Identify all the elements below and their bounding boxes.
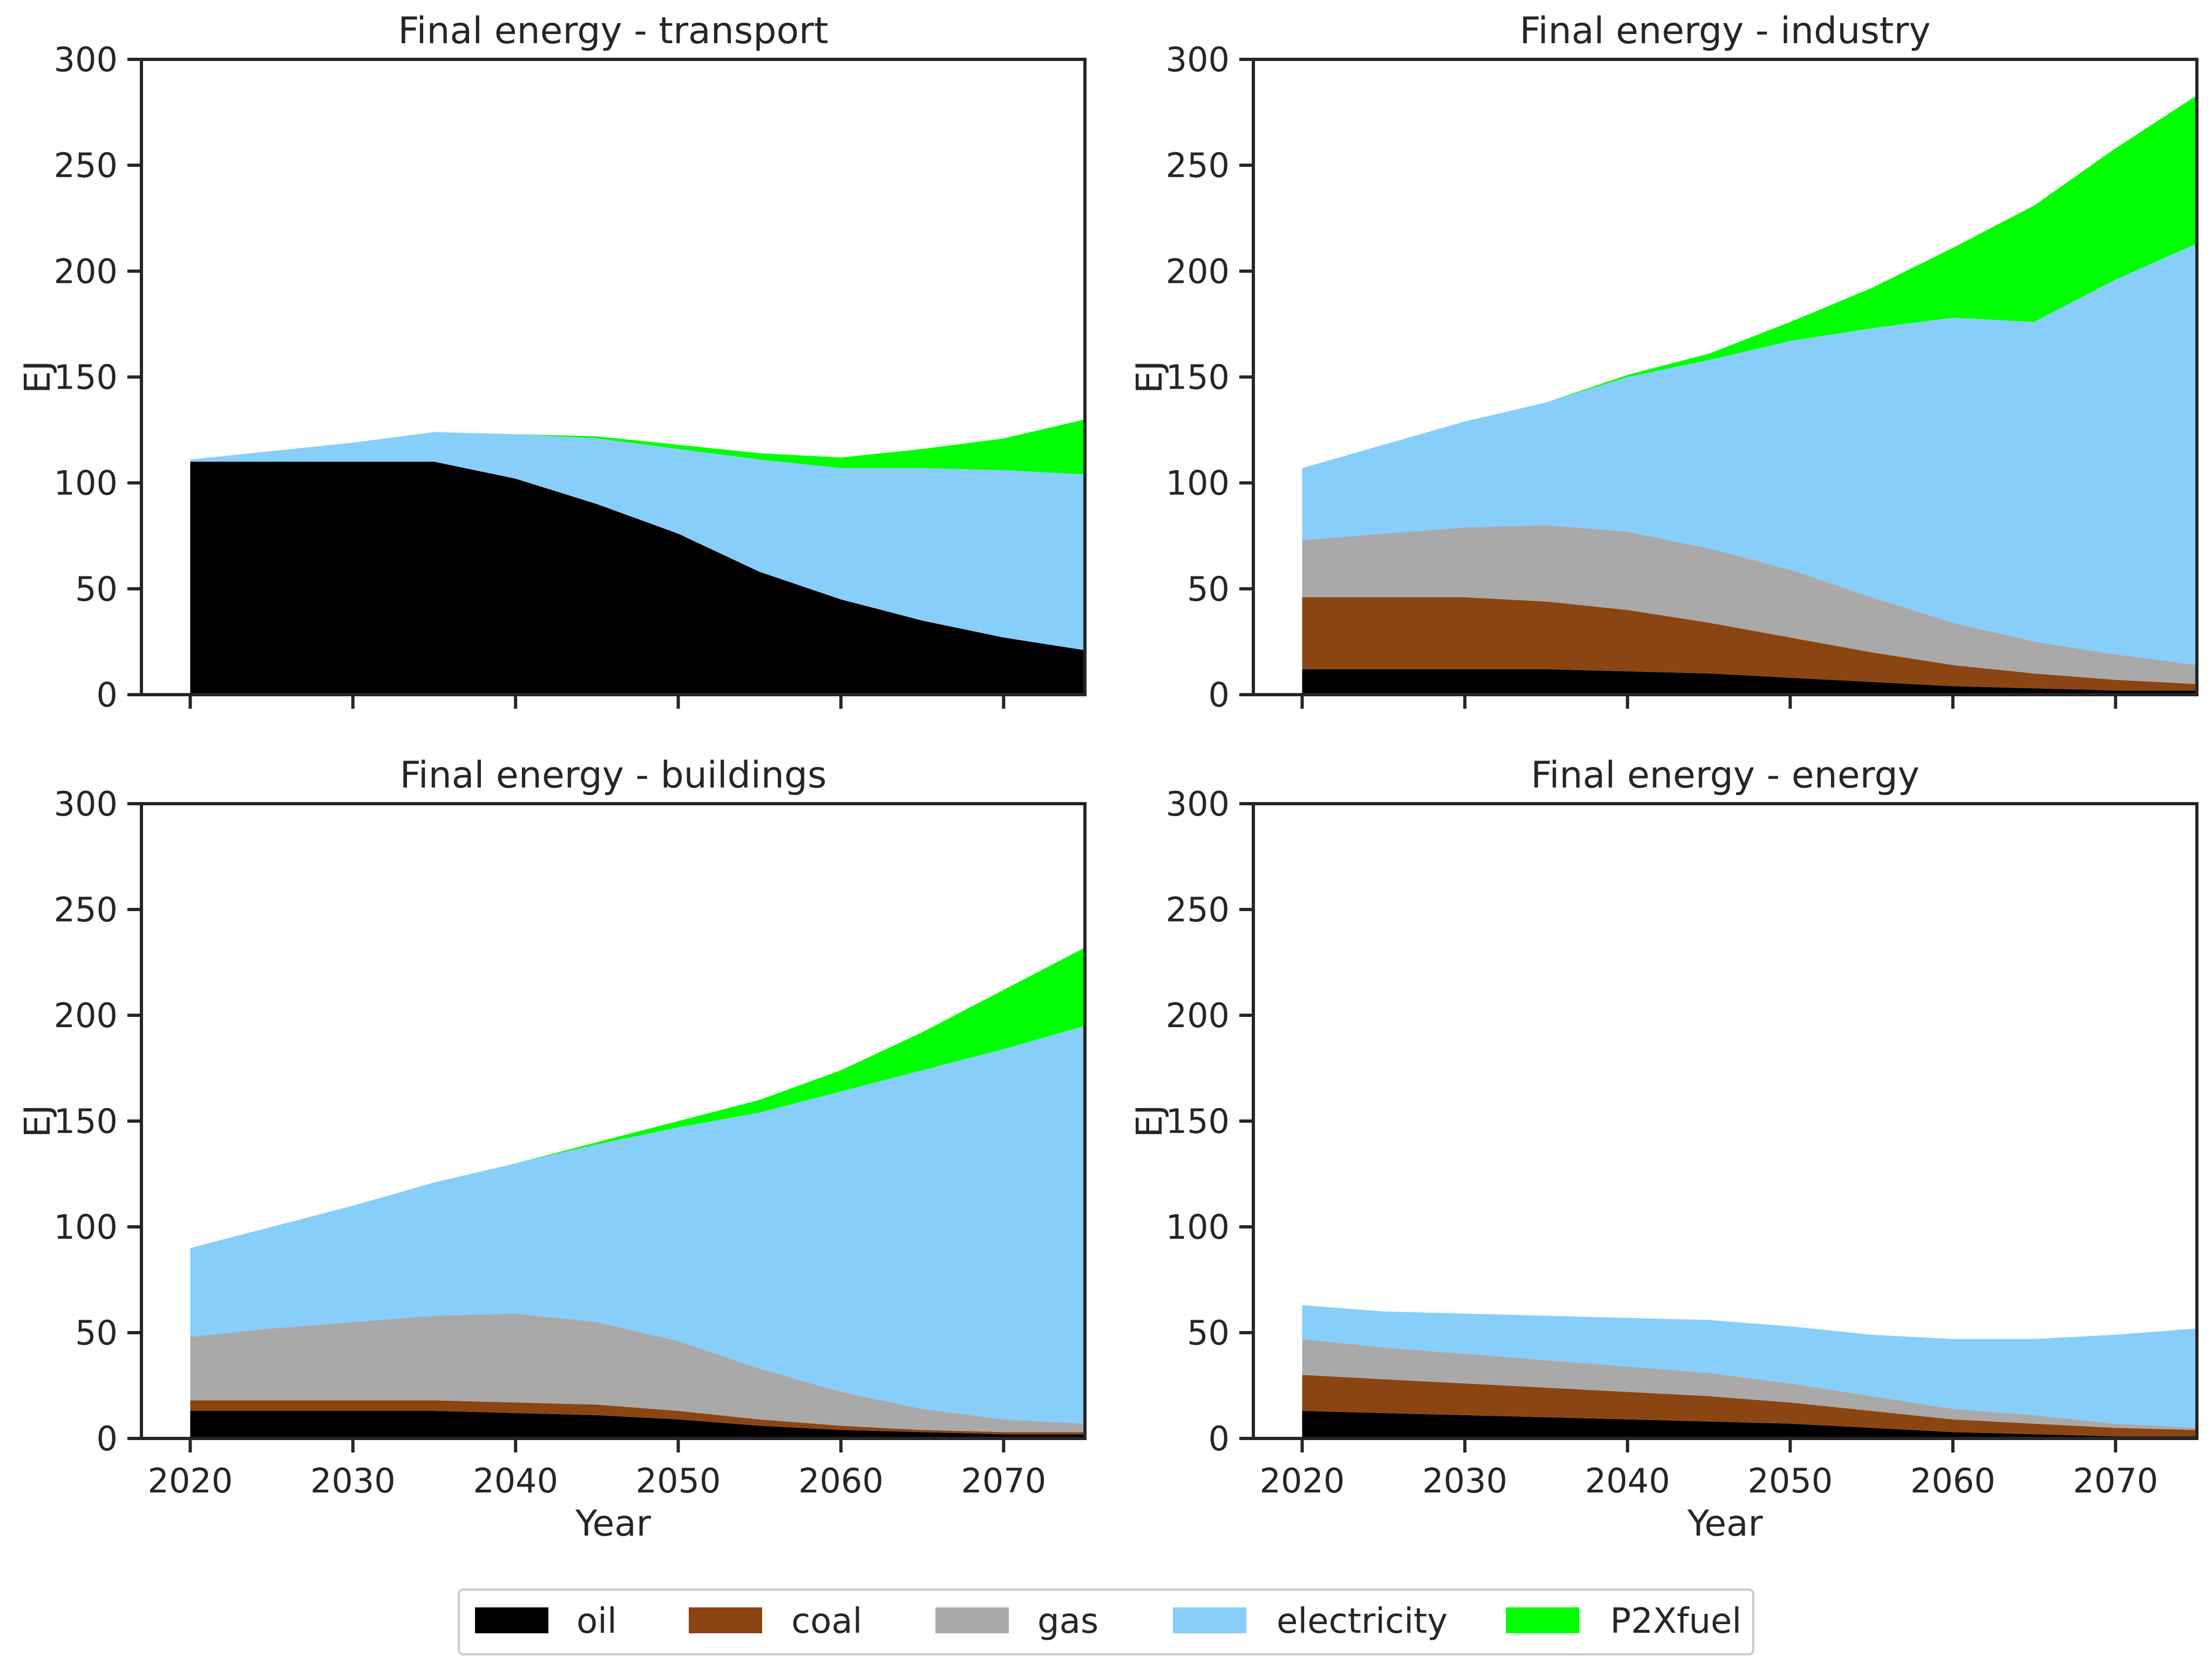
y-tick-label: 0 bbox=[1209, 1419, 1230, 1458]
x-tick-label: 2050 bbox=[636, 1461, 721, 1501]
legend: oil coal gas electricity P2Xfuel bbox=[458, 1588, 1754, 1655]
y-tick-label: 50 bbox=[1187, 569, 1230, 609]
area-gas bbox=[1302, 525, 2197, 684]
area-coal bbox=[190, 1400, 1085, 1435]
y-tick-label: 0 bbox=[1209, 675, 1230, 715]
legend-label-gas: gas bbox=[1037, 1601, 1098, 1641]
y-axis-label: EJ bbox=[1129, 1104, 1170, 1137]
area-electricity bbox=[1302, 1305, 2197, 1428]
y-tick-label: 300 bbox=[1166, 784, 1230, 824]
area-p2xfuel bbox=[190, 419, 1085, 474]
x-axis-label: Year bbox=[1687, 1503, 1763, 1544]
x-tick-label: 2030 bbox=[1422, 1461, 1508, 1501]
panel-transport: 0 50 100 150 200 250 300 Final energy - transpo… bbox=[17, 10, 1087, 715]
legend-swatch-coal bbox=[689, 1607, 762, 1633]
y-tick-label: 250 bbox=[54, 146, 118, 185]
y-tick-label: 50 bbox=[1187, 1313, 1230, 1353]
y-axis-label: EJ bbox=[17, 1104, 58, 1137]
y-tick-label: 150 bbox=[54, 1102, 118, 1141]
y-tick-label: 200 bbox=[54, 252, 118, 291]
legend-swatch-p2xfuel bbox=[1506, 1607, 1579, 1633]
panel-industry: 0 50 100 150 200 250 300 Final energy - industr… bbox=[1129, 10, 2199, 715]
legend-label-electricity: electricity bbox=[1277, 1601, 1448, 1641]
legend-label-oil: oil bbox=[576, 1601, 617, 1641]
legend-swatch-oil bbox=[475, 1607, 548, 1633]
x-tick-label: 2040 bbox=[473, 1461, 558, 1501]
y-axis-label: EJ bbox=[17, 361, 58, 393]
area-gas bbox=[190, 1313, 1085, 1433]
panel-title: Final energy - energy bbox=[1531, 754, 1919, 797]
legend-label-coal: coal bbox=[791, 1601, 862, 1641]
x-tick-label: 2020 bbox=[148, 1461, 233, 1501]
y-tick-label: 100 bbox=[54, 464, 118, 503]
y-tick-label: 0 bbox=[97, 1419, 118, 1458]
y-tick-label: 250 bbox=[1166, 890, 1230, 929]
y-tick-label: 200 bbox=[1166, 996, 1230, 1035]
y-tick-label: 200 bbox=[54, 996, 118, 1035]
y-tick-label: 0 bbox=[97, 675, 118, 715]
x-tick-label: 2040 bbox=[1585, 1461, 1670, 1501]
panel-title: Final energy - industry bbox=[1519, 10, 1931, 52]
legend-label-p2xfuel: P2Xfuel bbox=[1610, 1601, 1741, 1641]
legend-swatch-gas bbox=[935, 1607, 1009, 1633]
panel-title: Final energy - transport bbox=[398, 10, 828, 52]
y-tick-label: 200 bbox=[1166, 252, 1230, 291]
area-electricity bbox=[190, 1026, 1085, 1424]
legend-swatch-electricity bbox=[1173, 1607, 1246, 1633]
x-tick-label: 2020 bbox=[1260, 1461, 1345, 1501]
y-tick-label: 100 bbox=[54, 1207, 118, 1247]
x-tick-label: 2060 bbox=[798, 1461, 884, 1501]
panel-title: Final energy - buildings bbox=[400, 754, 827, 797]
area-oil bbox=[190, 461, 1085, 695]
y-tick-label: 300 bbox=[54, 784, 118, 824]
y-tick-label: 100 bbox=[1166, 464, 1230, 503]
area-p2xfuel bbox=[1302, 95, 2197, 469]
x-tick-label: 2050 bbox=[1748, 1461, 1833, 1501]
y-tick-label: 250 bbox=[54, 890, 118, 929]
x-tick-label: 2060 bbox=[1910, 1461, 1996, 1501]
area-electricity bbox=[1302, 243, 2197, 666]
y-tick-label: 50 bbox=[75, 1313, 118, 1353]
y-tick-label: 150 bbox=[1166, 358, 1230, 397]
y-tick-label: 50 bbox=[75, 569, 118, 609]
x-axis-label: Year bbox=[575, 1503, 652, 1544]
y-tick-label: 300 bbox=[54, 40, 118, 79]
y-tick-label: 150 bbox=[1166, 1102, 1230, 1141]
panel-buildings: 0 50 100 150 200 250 300 2020 2030 2040 2050 2060 20… bbox=[17, 754, 1087, 1544]
area-oil bbox=[1302, 669, 2197, 695]
y-tick-label: 150 bbox=[54, 358, 118, 397]
panel-energy: 0 50 100 150 200 250 300 2020 2030 2040 2050 2060 20… bbox=[1129, 754, 2199, 1544]
panels: 0 50 100 150 200 250 300 Final energy - transpo… bbox=[17, 10, 2199, 1544]
area-oil bbox=[1302, 1411, 2197, 1438]
area-gas bbox=[1302, 1339, 2197, 1430]
area-coal bbox=[1302, 1375, 2197, 1437]
y-tick-label: 300 bbox=[1166, 40, 1230, 79]
area-electricity bbox=[190, 432, 1085, 650]
x-tick-label: 2070 bbox=[961, 1461, 1046, 1501]
x-tick-label: 2070 bbox=[2073, 1461, 2158, 1501]
y-tick-label: 250 bbox=[1166, 146, 1230, 185]
y-tick-label: 100 bbox=[1166, 1207, 1230, 1247]
area-coal bbox=[1302, 597, 2197, 691]
x-tick-label: 2030 bbox=[310, 1461, 396, 1501]
y-axis-label: EJ bbox=[1129, 361, 1170, 393]
legend-frame bbox=[458, 1588, 1754, 1655]
area-oil bbox=[190, 1411, 1085, 1438]
